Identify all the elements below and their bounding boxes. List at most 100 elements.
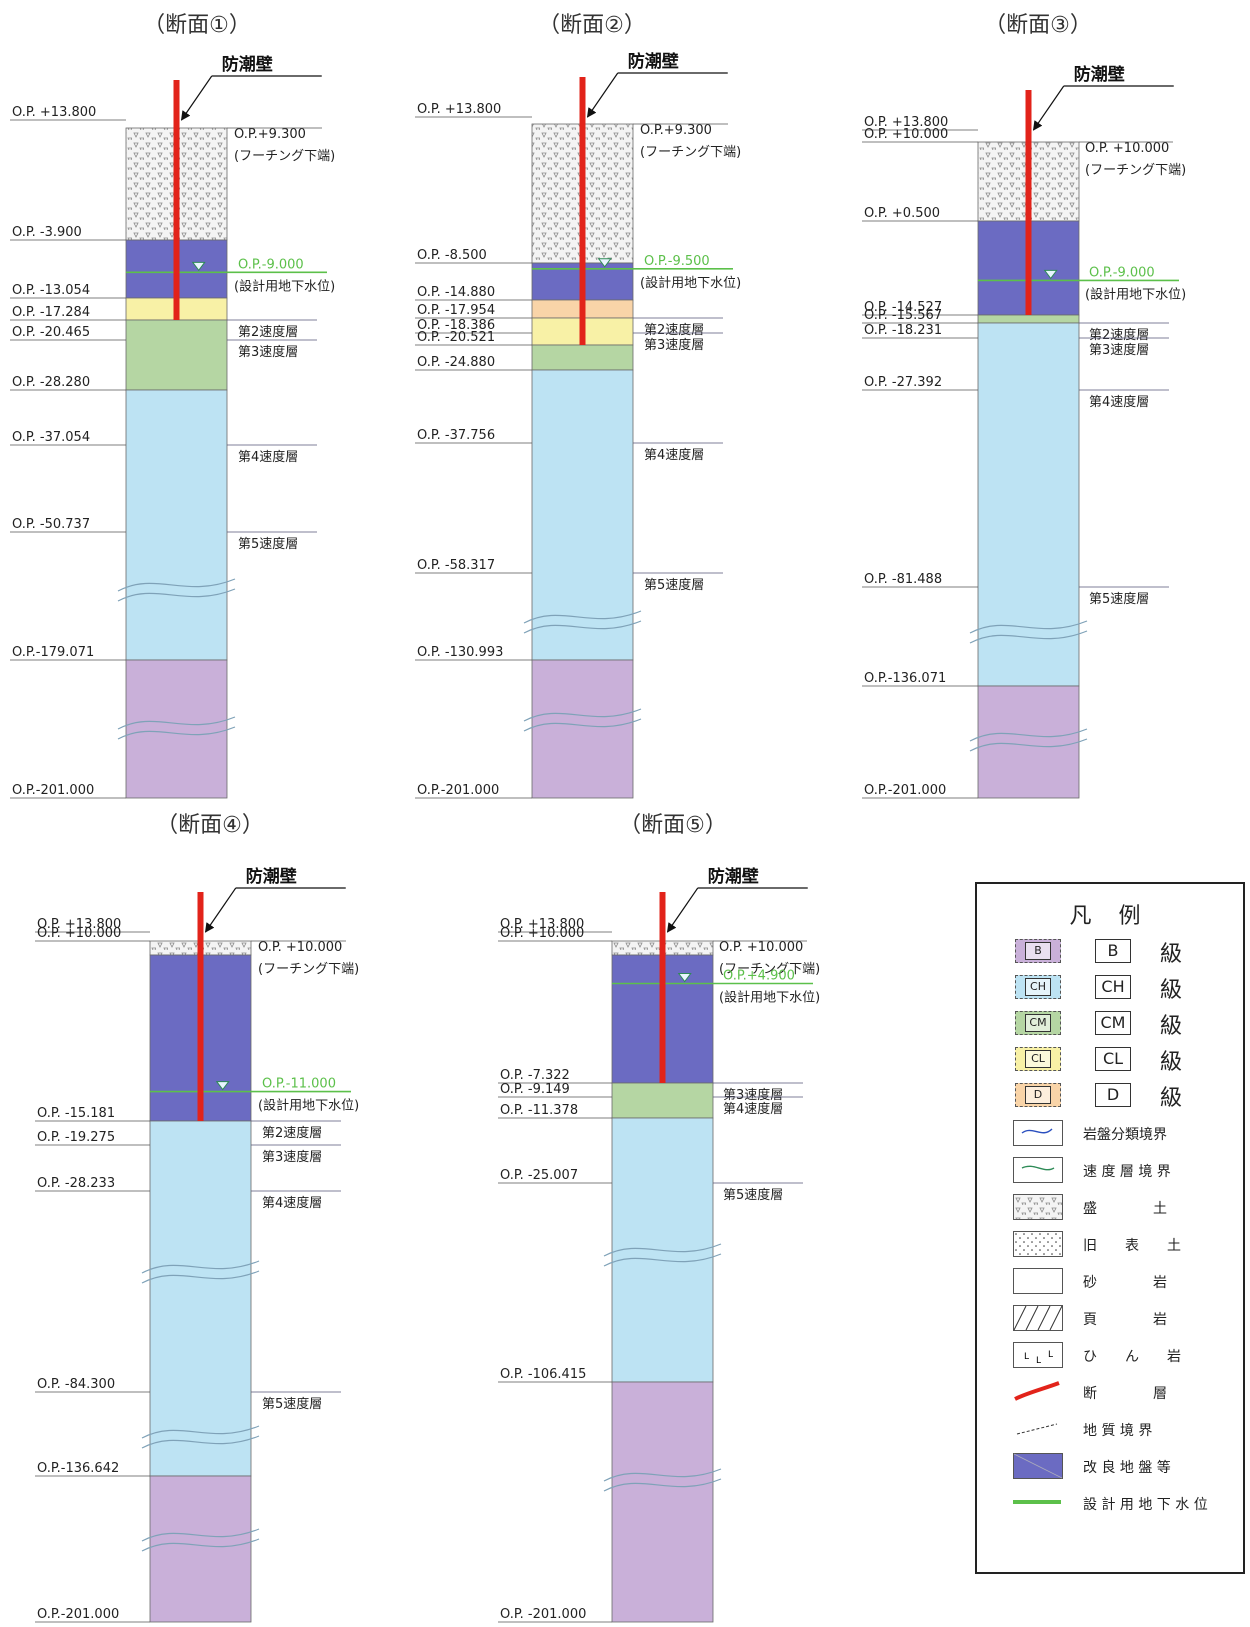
- seawall-arrow: [586, 72, 619, 118]
- footing-note: (フーチング下端): [719, 962, 820, 977]
- elevation-label: O.P. -25.007: [500, 1168, 578, 1183]
- section-break-line: [141, 1270, 260, 1284]
- groundwater-note: (設計用地下水位): [258, 1098, 359, 1114]
- legend-item-label: 頁 岩: [1083, 1312, 1167, 1328]
- legend-item: 断 層: [1013, 1379, 1238, 1407]
- elevation-label: O.P. -20.465: [12, 325, 90, 340]
- velocity-layer-label: 第5速度層: [262, 1396, 322, 1412]
- groundwater-note: (設計用地下水位): [719, 989, 820, 1005]
- footing-elevation: O.P.+9.300: [640, 123, 712, 138]
- legend-item: 頁 岩: [1013, 1305, 1238, 1333]
- section-title: （断面②）: [538, 13, 646, 38]
- groundwater-marker-icon: [677, 972, 692, 983]
- velocity-layer-label: 第3速度層: [723, 1087, 783, 1103]
- legend-class-box: CL: [1095, 1047, 1131, 1071]
- groundwater-elevation: O.P.-9.000: [1089, 265, 1155, 280]
- legend-item-label: 設 計 用 地 下 水 位: [1083, 1497, 1208, 1513]
- section-break-line: [969, 738, 1088, 752]
- velocity-layer-label: 第3速度層: [644, 337, 704, 353]
- legend-class-suffix: 級: [1160, 1050, 1183, 1075]
- groundwater-elevation: O.P.-9.500: [644, 254, 710, 269]
- legend-class-box: D: [1095, 1083, 1131, 1107]
- section-break-line: [603, 1478, 722, 1492]
- seawall-label: 防潮壁: [222, 54, 273, 75]
- elevation-label: O.P. +10.000: [500, 926, 584, 941]
- legend-item: 設 計 用 地 下 水 位: [1013, 1490, 1238, 1518]
- velocity-layer-boundary-icon: [1013, 1157, 1063, 1183]
- elevation-label: O.P. -17.284: [12, 305, 90, 320]
- section-break-line: [141, 1538, 260, 1552]
- elevation-label: O.P. -8.500: [417, 248, 487, 263]
- elevation-label: O.P. -3.900: [12, 225, 82, 240]
- legend-class-box: B: [1095, 939, 1131, 963]
- section-break-line: [603, 1243, 722, 1257]
- elevation-label: O.P. -17.954: [417, 303, 495, 318]
- groundwater-note: (設計用地下水位): [640, 275, 741, 291]
- svg-text:L: L: [1036, 1356, 1041, 1366]
- section-break-line: [141, 1435, 260, 1449]
- elevation-label: O.P. -27.392: [864, 375, 942, 390]
- elevation-label: O.P. -37.054: [12, 430, 90, 445]
- legend-class-swatch-label: CM: [1025, 1014, 1051, 1032]
- elevation-label: O.P.-136.071: [864, 671, 946, 686]
- section-break-line: [141, 1528, 260, 1542]
- elevation-label: O.P. -20.521: [417, 330, 495, 345]
- legend-class-box: CH: [1095, 975, 1131, 999]
- elevation-label: O.P. +13.800: [417, 102, 501, 117]
- elevation-label: O.P. +13.800: [12, 105, 96, 120]
- velocity-layer-label: 第3速度層: [1089, 342, 1149, 358]
- footing-elevation: O.P.+9.300: [234, 127, 306, 142]
- velocity-layer-label: 第3速度層: [262, 1149, 322, 1165]
- elevation-label: O.P. -15.181: [37, 1106, 115, 1121]
- velocity-layer-label: 第2速度層: [644, 322, 704, 338]
- section-break-line: [603, 1253, 722, 1267]
- improved-ground-icon: [1013, 1453, 1063, 1479]
- elevation-label: O.P. -24.880: [417, 355, 495, 370]
- groundwater-elevation: O.P.-11.000: [262, 1077, 336, 1092]
- velocity-layer-label: 第5速度層: [1089, 591, 1149, 607]
- section-title: （断面③）: [984, 13, 1092, 38]
- groundwater-marker-icon: [1043, 269, 1058, 280]
- legend-class-suffix: 級: [1160, 978, 1183, 1003]
- footing-elevation: O.P. +10.000: [719, 940, 803, 955]
- elevation-label: O.P. -28.233: [37, 1176, 115, 1191]
- svg-text:L: L: [1024, 1352, 1029, 1362]
- elevation-label: O.P.-201.000: [417, 783, 499, 798]
- old-topsoil-icon: [1013, 1231, 1063, 1257]
- groundwater-elevation: O.P.-9.000: [238, 257, 304, 272]
- elevation-label: O.P. -28.280: [12, 375, 90, 390]
- groundwater-note: (設計用地下水位): [234, 278, 335, 294]
- section-break-line: [117, 578, 236, 592]
- legend-item-label: 盛 土: [1083, 1201, 1167, 1217]
- elevation-label: O.P. +13.800: [864, 115, 948, 130]
- legend-item: 岩盤分類境界: [1013, 1120, 1238, 1148]
- sandstone-icon: [1013, 1268, 1063, 1294]
- velocity-layer-label: 第2速度層: [1089, 327, 1149, 343]
- seawall-label: 防潮壁: [628, 51, 679, 72]
- seawall-label: 防潮壁: [246, 866, 297, 887]
- legend-item: 旧 表 土: [1013, 1231, 1238, 1259]
- velocity-layer-label: 第2速度層: [262, 1125, 322, 1141]
- seawall-arrow: [204, 887, 237, 933]
- legend-class-CM: CM CM 級: [1015, 1008, 1215, 1039]
- legend-item-label: 砂 岩: [1083, 1275, 1167, 1291]
- elevation-label: O.P. +10.000: [864, 127, 948, 142]
- elevation-label: O.P. +10.000: [37, 926, 121, 941]
- elevation-label: O.P. -7.322: [500, 1068, 570, 1083]
- legend-class-CL: CL CL 級: [1015, 1044, 1215, 1075]
- section-break-line: [603, 1468, 722, 1482]
- legend-class-box: CM: [1095, 1011, 1131, 1035]
- seawall-bar: [197, 892, 204, 1121]
- elevation-label: O.P. -13.054: [12, 283, 90, 298]
- elevation-label: O.P.-179.071: [12, 645, 94, 660]
- legend-item-label: 改 良 地 盤 等: [1083, 1460, 1171, 1476]
- legend-item-label: 岩盤分類境界: [1083, 1127, 1167, 1143]
- elevation-label: O.P. -130.993: [417, 645, 503, 660]
- elevation-label: O.P. -11.378: [500, 1103, 578, 1118]
- section-break-line: [141, 1425, 260, 1439]
- elevation-label: O.P. -15.567: [864, 308, 942, 323]
- layer-CM: [977, 314, 1080, 324]
